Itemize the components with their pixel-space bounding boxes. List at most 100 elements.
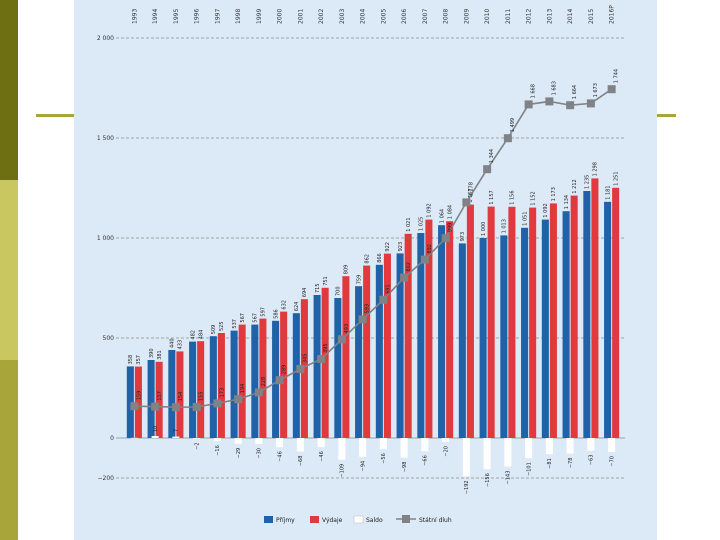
label-saldo: −46	[277, 451, 283, 462]
debt-marker	[130, 402, 139, 411]
bar-saldo	[276, 438, 284, 448]
label-vydaje: 381	[157, 350, 163, 360]
decorative-line-right	[656, 114, 676, 117]
accent-block-top	[0, 0, 18, 180]
bar-prijmy	[230, 330, 238, 438]
bar-saldo	[608, 438, 616, 452]
bar-saldo	[587, 438, 595, 451]
label-vydaje: 433	[178, 340, 184, 350]
label-prijmy: 1 181	[605, 185, 611, 199]
label-dluh: 892	[427, 244, 433, 254]
label-prijmy: 1 051	[522, 211, 528, 225]
bar-vydaje	[259, 318, 267, 438]
x-tick-label: 2002	[318, 9, 325, 24]
bar-vydaje	[383, 253, 391, 438]
label-dluh: 194	[240, 384, 246, 394]
bar-vydaje	[280, 311, 288, 438]
label-vydaje: 1 084	[447, 205, 453, 219]
legend-label: Příjmy	[276, 517, 295, 524]
debt-marker	[379, 295, 388, 304]
bar-saldo	[379, 438, 387, 450]
debt-marker	[524, 100, 533, 109]
bar-prijmy	[375, 264, 383, 438]
debt-marker	[462, 198, 471, 207]
label-vydaje: 632	[281, 300, 287, 310]
label-saldo: 7	[174, 429, 180, 432]
label-prijmy: 700	[336, 286, 342, 296]
label-dluh: 1 673	[593, 83, 599, 97]
label-vydaje: 1 251	[613, 171, 619, 185]
x-tick-label: 2001	[297, 9, 304, 24]
label-saldo: −143	[506, 471, 512, 485]
label-vydaje: 862	[364, 254, 370, 264]
label-dluh: 1 683	[551, 81, 557, 95]
label-dluh: 1 668	[531, 84, 537, 98]
label-prijmy: 1 064	[439, 209, 445, 223]
bar-prijmy	[147, 360, 155, 438]
bar-prijmy	[355, 286, 363, 438]
bar-saldo	[462, 438, 470, 477]
accent-block-middle	[0, 180, 18, 360]
debt-marker	[337, 335, 346, 344]
bar-saldo	[296, 438, 304, 452]
label-prijmy: 482	[190, 330, 196, 340]
label-saldo: −94	[360, 461, 366, 472]
label-vydaje: 1 157	[489, 190, 495, 204]
bar-prijmy	[417, 233, 425, 438]
bar-prijmy	[604, 201, 612, 438]
legend-swatch	[353, 515, 364, 524]
accent-block-bottom	[0, 360, 18, 540]
label-vydaje: 1 156	[510, 190, 516, 204]
label-dluh: 395	[323, 343, 329, 353]
label-saldo: −70	[609, 456, 615, 467]
x-tick-label: 2005	[380, 9, 387, 24]
slide-left-accent-bar	[0, 0, 18, 540]
bar-prijmy	[292, 313, 300, 438]
label-prijmy: 358	[128, 355, 134, 365]
label-prijmy: 715	[315, 283, 321, 293]
bar-vydaje	[238, 324, 246, 438]
label-dluh: 1 744	[614, 69, 620, 83]
y-tick-label: 500	[103, 335, 115, 342]
label-dluh: 345	[302, 353, 308, 363]
debt-marker	[358, 315, 367, 324]
x-tick-label: 1997	[214, 9, 221, 24]
label-saldo: −68	[298, 456, 304, 467]
label-dluh: 999	[448, 223, 454, 233]
bar-saldo	[483, 438, 491, 470]
debt-marker	[254, 388, 263, 397]
bars	[126, 178, 620, 477]
bar-saldo	[566, 438, 574, 454]
label-prijmy: 973	[460, 232, 466, 242]
label-dluh: 154	[178, 392, 184, 402]
x-tick-label: 2016P	[609, 5, 616, 24]
label-prijmy: 537	[232, 319, 238, 329]
label-saldo: −20	[443, 446, 449, 457]
bar-saldo	[400, 438, 408, 458]
debt-marker	[607, 85, 616, 94]
label-saldo: −56	[381, 453, 387, 464]
bar-prijmy	[479, 238, 487, 438]
x-tick-label: 2004	[360, 9, 367, 24]
label-saldo: −156	[485, 473, 491, 487]
bar-prijmy	[438, 225, 446, 438]
debt-marker	[275, 376, 284, 385]
label-dluh: 155	[199, 391, 205, 401]
bar-vydaje	[612, 187, 620, 438]
bar-prijmy	[272, 320, 280, 438]
bar-saldo	[151, 436, 159, 438]
x-tick-label: 1998	[235, 9, 242, 24]
bar-saldo	[193, 438, 201, 439]
bar-vydaje	[466, 204, 474, 438]
bar-prijmy	[313, 295, 321, 438]
bar-vydaje	[217, 333, 225, 438]
x-tick-label: 1996	[194, 9, 201, 24]
legend-label: Saldo	[366, 517, 383, 524]
debt-line-path	[134, 88, 613, 409]
label-vydaje: 567	[240, 313, 246, 323]
label-prijmy: 1 025	[419, 217, 425, 231]
bar-saldo	[545, 438, 553, 455]
x-tick-label: 1994	[152, 9, 159, 24]
debt-line: 159 157 154 155 173 194 228 289 345 395 493 593 691 8…	[130, 69, 620, 412]
label-saldo: −2	[194, 442, 200, 449]
